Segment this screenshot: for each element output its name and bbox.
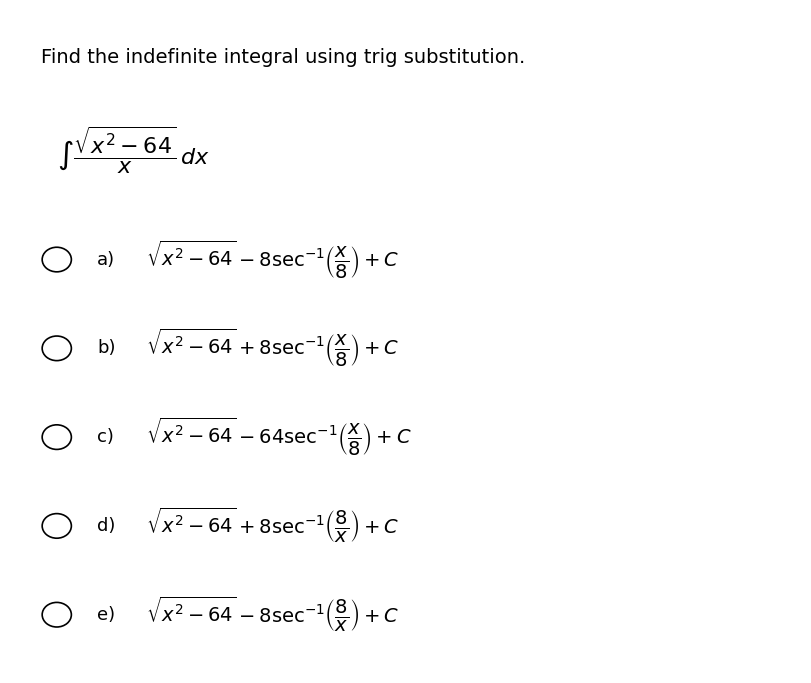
- Text: d): d): [97, 517, 116, 535]
- Text: $\sqrt{x^2-64}+8\sec^{-1}\!\left(\dfrac{8}{x}\right)+C$: $\sqrt{x^2-64}+8\sec^{-1}\!\left(\dfrac{…: [146, 506, 399, 546]
- Text: e): e): [97, 606, 115, 624]
- Text: $\int \dfrac{\sqrt{x^2-64}}{x}\,dx$: $\int \dfrac{\sqrt{x^2-64}}{x}\,dx$: [57, 124, 210, 176]
- Text: $\sqrt{x^2-64}-8\sec^{-1}\!\left(\dfrac{8}{x}\right)+C$: $\sqrt{x^2-64}-8\sec^{-1}\!\left(\dfrac{…: [146, 595, 399, 635]
- Text: Find the indefinite integral using trig substitution.: Find the indefinite integral using trig …: [41, 48, 525, 67]
- Text: $\sqrt{x^2-64}+8\sec^{-1}\!\left(\dfrac{x}{8}\right)+C$: $\sqrt{x^2-64}+8\sec^{-1}\!\left(\dfrac{…: [146, 327, 399, 370]
- Text: c): c): [97, 428, 114, 446]
- Text: $\sqrt{x^2-64}-8\sec^{-1}\!\left(\dfrac{x}{8}\right)+C$: $\sqrt{x^2-64}-8\sec^{-1}\!\left(\dfrac{…: [146, 238, 399, 281]
- Text: a): a): [97, 251, 115, 268]
- Text: b): b): [97, 339, 116, 357]
- Text: $\sqrt{x^2-64}-64\sec^{-1}\!\left(\dfrac{x}{8}\right)+C$: $\sqrt{x^2-64}-64\sec^{-1}\!\left(\dfrac…: [146, 416, 412, 458]
